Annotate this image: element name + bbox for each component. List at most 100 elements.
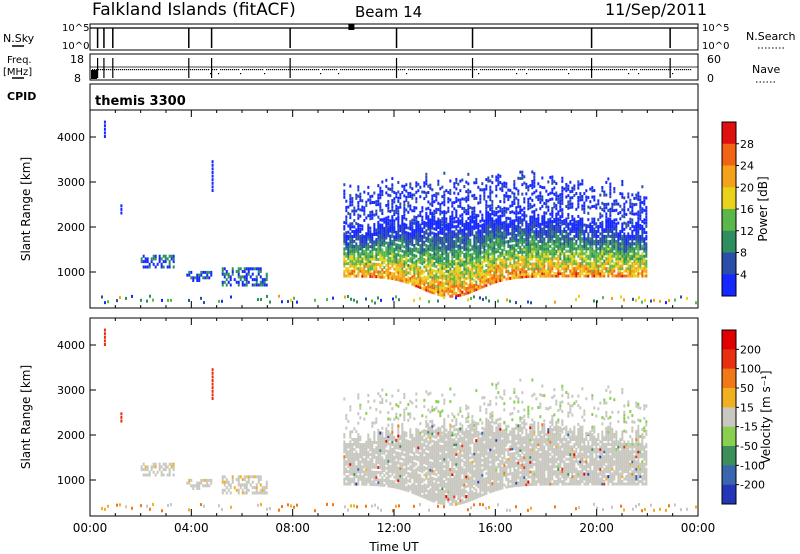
power-cell — [607, 254, 610, 258]
power-cell — [351, 203, 354, 207]
power-cell — [639, 217, 642, 221]
power-cell — [561, 229, 564, 233]
power-cell — [447, 197, 450, 201]
power-cell — [373, 213, 376, 217]
power-cell — [627, 220, 630, 224]
power-cell — [481, 275, 484, 279]
power-cell — [499, 219, 502, 223]
velocity-cell — [365, 462, 368, 466]
velocity-cell — [367, 455, 370, 459]
power-cell — [635, 298, 637, 302]
power-cell — [365, 250, 368, 254]
power-cell — [455, 257, 458, 261]
power-cell — [357, 188, 360, 192]
power-cell — [591, 247, 594, 251]
velocity-cell — [369, 465, 372, 469]
power-cell — [509, 247, 512, 251]
power-cell — [399, 193, 402, 197]
power-cell — [473, 246, 476, 250]
power-cell — [563, 237, 566, 241]
power-cell — [601, 274, 604, 278]
freq-panel: Freq. [MHz] 18 8 60 0 Nave — [3, 53, 780, 85]
power-cell — [551, 188, 554, 192]
power-cell — [641, 252, 644, 256]
power-cell — [507, 230, 510, 234]
power-cell — [579, 272, 582, 276]
power-cell — [369, 237, 372, 241]
power-cell — [497, 277, 500, 281]
power-cell — [345, 254, 348, 258]
power-cell — [395, 195, 398, 199]
power-cell — [545, 205, 548, 209]
velocity-cell — [365, 477, 368, 481]
power-cell — [517, 241, 520, 245]
power-cell — [517, 205, 520, 209]
freq-point — [616, 69, 618, 71]
power-cell — [437, 283, 440, 287]
power-cell — [547, 205, 550, 209]
power-cell — [429, 265, 432, 269]
power-cell — [537, 222, 540, 226]
power-cell — [605, 242, 608, 246]
power-cell — [611, 254, 614, 258]
power-cell — [345, 262, 348, 266]
power-cell — [505, 223, 508, 227]
power-cell — [561, 244, 564, 248]
power-cell — [531, 240, 534, 244]
power-cell — [523, 272, 526, 276]
power-cell — [407, 254, 410, 258]
freq-point — [218, 73, 220, 75]
power-cell — [489, 274, 492, 278]
power-cell — [211, 167, 214, 171]
power-cell — [589, 237, 592, 241]
power-cell — [621, 179, 624, 183]
power-cell — [477, 230, 480, 234]
power-cell — [451, 274, 454, 278]
power-cell — [527, 247, 530, 251]
power-cell — [535, 242, 538, 246]
power-cell — [467, 229, 470, 233]
freq-point — [446, 69, 448, 71]
power-cell — [453, 201, 456, 205]
power-cell — [489, 237, 492, 241]
power-cell — [591, 227, 594, 231]
freq-point — [626, 69, 628, 71]
power-cell — [120, 207, 123, 211]
power-cell — [443, 291, 446, 295]
power-cell — [589, 262, 592, 266]
power-cell — [471, 213, 474, 217]
power-cell — [495, 240, 498, 244]
power-cell — [455, 215, 458, 219]
power-cell — [471, 262, 474, 266]
power-cell — [507, 254, 510, 258]
power-cell — [379, 255, 382, 259]
power-cell — [445, 277, 448, 281]
power-cell — [150, 257, 153, 261]
power-cell — [407, 263, 410, 267]
freq-point — [412, 69, 414, 71]
velocity-cell — [365, 455, 368, 459]
power-cell — [559, 252, 562, 256]
power-cell — [403, 188, 406, 192]
power-cell — [439, 229, 442, 233]
power-cell — [345, 242, 348, 246]
power-cell — [601, 222, 604, 226]
power-cell — [591, 269, 594, 273]
freq-point — [418, 69, 420, 71]
power-cell — [591, 195, 594, 199]
power-cell — [265, 275, 268, 279]
power-cell — [489, 272, 492, 276]
velocity-cell — [353, 467, 356, 471]
power-cell — [495, 260, 498, 264]
power-cell — [635, 202, 638, 206]
power-cell — [359, 269, 362, 273]
power-cell — [629, 254, 632, 258]
power-cell — [449, 240, 452, 244]
power-cell — [259, 283, 262, 287]
power-cell — [553, 249, 556, 253]
freq-point — [358, 69, 360, 71]
power-cell — [613, 224, 616, 228]
power-cell — [343, 234, 346, 238]
power-cell — [359, 262, 362, 266]
power-cell — [385, 224, 388, 228]
